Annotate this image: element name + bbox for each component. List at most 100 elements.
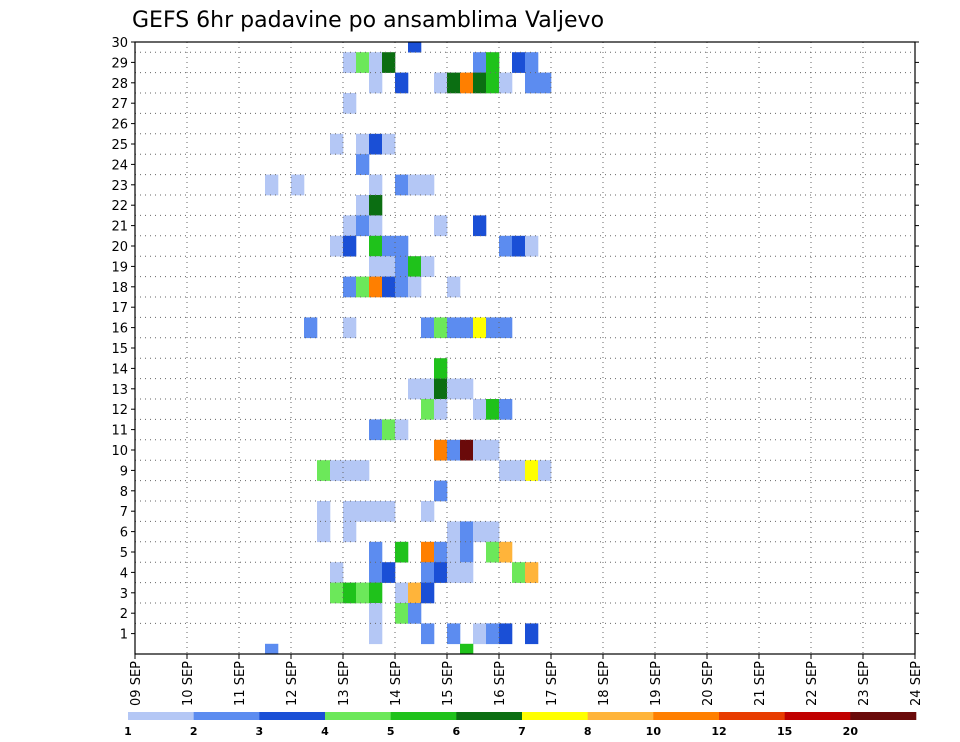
heat-cell: [421, 623, 435, 645]
heat-cell: [395, 276, 409, 298]
x-tick-label: 14 SEP: [389, 661, 404, 706]
heat-cell: [512, 52, 526, 73]
heat-cell: [499, 72, 513, 94]
heat-cell: [382, 276, 396, 298]
heat-cell: [343, 235, 357, 257]
heat-cell: [512, 562, 526, 583]
heat-cell: [369, 195, 383, 216]
y-tick-label: 2: [120, 607, 128, 622]
heat-cell: [460, 521, 474, 543]
heat-cell: [369, 603, 383, 624]
y-tick-label: 17: [111, 301, 128, 316]
heat-cell: [525, 72, 539, 94]
colorbar-label: 3: [256, 725, 264, 738]
heat-cell: [473, 215, 487, 237]
heat-cell: [395, 174, 409, 196]
x-tick-label: 20 SEP: [701, 661, 716, 706]
heat-cell: [525, 562, 539, 583]
heat-cell: [369, 582, 383, 604]
y-tick-label: 29: [111, 56, 128, 71]
colorbar-label: 2: [190, 725, 198, 738]
colorbar-label: 20: [843, 725, 859, 738]
heat-cell: [447, 72, 461, 94]
heat-cell: [473, 439, 487, 461]
heat-cell: [395, 582, 409, 604]
colorbar-label: 12: [711, 725, 726, 738]
heat-cell: [408, 276, 422, 298]
heat-cell: [525, 623, 539, 645]
x-tick-label: 22 SEP: [805, 661, 820, 706]
y-tick-label: 1: [120, 628, 128, 643]
heat-cell: [408, 174, 422, 196]
x-tick-label: 17 SEP: [545, 661, 560, 706]
heat-cell: [330, 460, 344, 481]
colorbar: 1 2 3 4 5 6 7 8 10 12 15 20: [124, 712, 917, 738]
heat-cell: [460, 643, 474, 655]
y-tick-label: 27: [111, 97, 128, 112]
heat-cell: [538, 72, 552, 94]
heat-cell: [447, 521, 461, 543]
heat-cell: [486, 72, 500, 94]
heat-cell: [434, 439, 448, 461]
heat-cell: [369, 256, 383, 277]
colorbar-swatch: [850, 712, 917, 720]
y-tick-label: 23: [111, 179, 128, 194]
heat-cell: [356, 501, 370, 522]
heat-cell: [382, 235, 396, 257]
heat-cell: [486, 521, 500, 543]
heat-cell: [473, 72, 487, 94]
heat-cell: [486, 541, 500, 563]
heat-cell: [447, 541, 461, 563]
heat-cell: [460, 541, 474, 563]
heat-cell: [343, 52, 357, 73]
heat-cell: [304, 317, 318, 339]
heat-cell: [434, 215, 448, 237]
y-tick-label: 11: [111, 424, 128, 439]
colorbar-label: 10: [646, 725, 662, 738]
colorbar-label: 6: [453, 725, 461, 738]
heat-cell: [369, 541, 383, 563]
y-tick-label: 19: [111, 260, 128, 275]
heat-cell: [421, 174, 435, 196]
heat-cell: [343, 317, 357, 339]
heat-cell: [408, 256, 422, 277]
x-tick-label: 21 SEP: [753, 661, 768, 706]
colorbar-swatch: [587, 712, 654, 720]
x-tick-label: 10 SEP: [181, 661, 196, 706]
colorbar-label: 8: [584, 725, 592, 738]
heat-cell: [408, 378, 422, 400]
x-tick-label: 18 SEP: [597, 661, 612, 706]
y-tick-label: 5: [120, 546, 128, 561]
heat-cell: [499, 317, 513, 339]
heat-cell: [421, 562, 435, 583]
heat-cell: [512, 460, 526, 481]
heat-cell: [408, 603, 422, 624]
heat-cell: [538, 460, 552, 481]
y-tick-label: 15: [111, 342, 128, 357]
heat-cell: [408, 42, 422, 53]
heat-cell: [369, 235, 383, 257]
heat-cell: [421, 399, 435, 420]
colorbar-swatch: [456, 712, 523, 720]
heat-cell: [356, 154, 370, 175]
colorbar-swatch: [653, 712, 720, 720]
heat-cell: [447, 276, 461, 298]
heat-cell: [486, 439, 500, 461]
heat-cell: [460, 317, 474, 339]
heat-cell: [395, 256, 409, 277]
y-tick-label: 4: [120, 566, 128, 581]
heat-cell: [421, 582, 435, 604]
heat-cell: [434, 358, 448, 379]
x-tick-label: 11 SEP: [233, 661, 248, 706]
y-tick-label: 24: [111, 158, 128, 173]
heat-cell: [473, 623, 487, 645]
y-tick-label: 10: [111, 444, 128, 459]
heat-cell: [369, 174, 383, 196]
heat-cell: [486, 317, 500, 339]
colorbar-swatch: [390, 712, 457, 720]
heat-cell: [473, 399, 487, 420]
heat-cell: [512, 235, 526, 257]
x-tick-label: 16 SEP: [493, 661, 508, 706]
heat-cell: [330, 133, 344, 155]
heat-cell: [343, 521, 357, 543]
